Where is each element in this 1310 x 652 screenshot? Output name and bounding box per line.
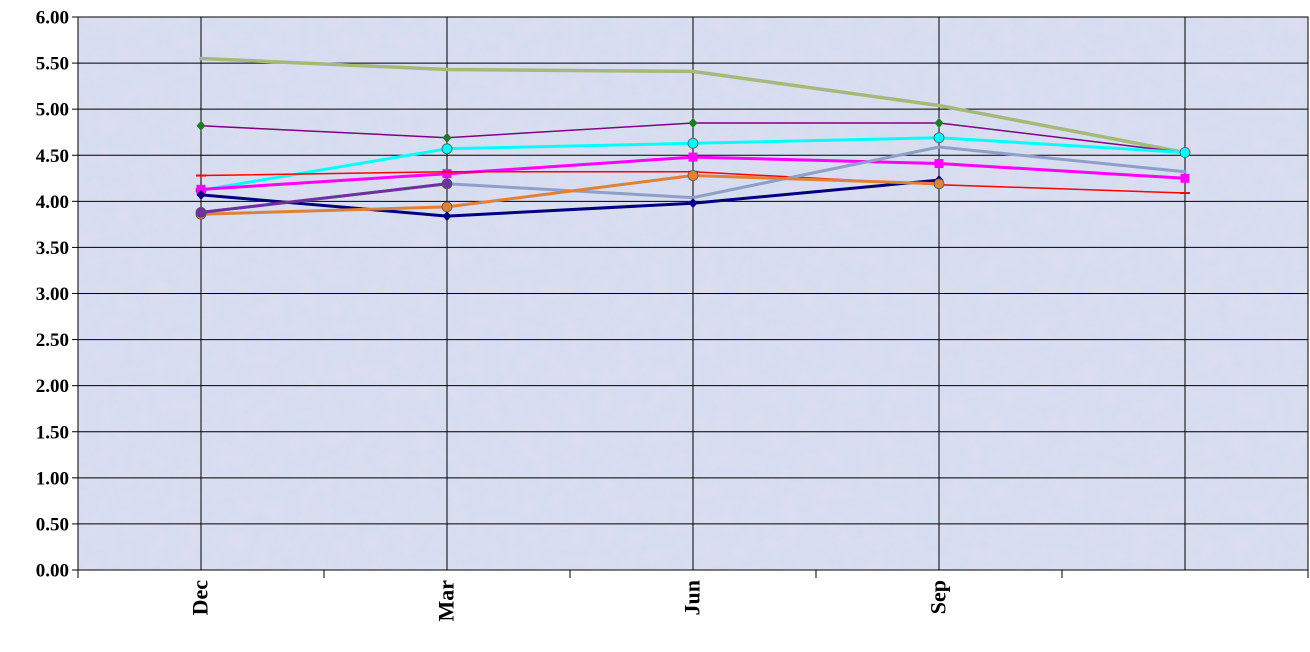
y-tick-label: 2.50 (36, 330, 69, 351)
data-point (933, 178, 945, 190)
series-line (199, 174, 941, 216)
y-tick-label: 0.00 (36, 561, 69, 582)
y-tick-label: 1.50 (36, 422, 69, 443)
x-tick-label: Jun (680, 580, 705, 615)
series-line (199, 182, 449, 214)
x-tick-label: Sep (926, 580, 951, 614)
data-point (934, 159, 944, 169)
series-6 (196, 175, 944, 222)
y-tick-label: 4.50 (36, 146, 69, 167)
data-point (441, 201, 453, 213)
data-point (688, 198, 698, 209)
data-point (688, 117, 698, 128)
series-line (199, 178, 941, 218)
data-point (1179, 147, 1191, 158)
y-tick-label: 5.00 (36, 100, 69, 121)
series-3 (196, 152, 1190, 194)
axes: 0.00 0.50 1.00 1.50 2.00 2.50 3.00 3.50 4.00 4.50… (36, 8, 1309, 622)
y-tick-label: 3.00 (36, 284, 69, 305)
y-tick-label: 6.00 (36, 8, 69, 29)
y-tick-label: 2.00 (36, 376, 69, 397)
data-point (196, 184, 206, 194)
x-tick-label: Dec (188, 580, 213, 616)
data-point (1180, 173, 1190, 183)
data-point (442, 132, 452, 143)
data-point (688, 152, 698, 162)
data-point (196, 189, 206, 200)
data-point (196, 120, 206, 131)
data-point (933, 132, 945, 144)
gridlines (78, 16, 1308, 571)
y-tick-label: 4.00 (36, 192, 69, 213)
series-layer (195, 56, 1191, 222)
y-tick-label: 5.50 (36, 54, 69, 75)
data-point (687, 137, 699, 149)
data-point (441, 178, 453, 190)
series-8 (195, 178, 453, 218)
series-0 (199, 56, 1187, 155)
data-point (687, 170, 699, 181)
data-point (442, 211, 452, 222)
data-point (195, 206, 207, 218)
x-tick-label: Mar (434, 580, 459, 622)
data-point (442, 169, 452, 179)
y-tick-label: 0.50 (36, 514, 69, 535)
data-point (441, 143, 453, 155)
y-tick-label: 1.00 (36, 468, 69, 489)
y-tick-label: 3.50 (36, 238, 69, 259)
data-point (934, 117, 944, 128)
series-line (199, 56, 1187, 155)
